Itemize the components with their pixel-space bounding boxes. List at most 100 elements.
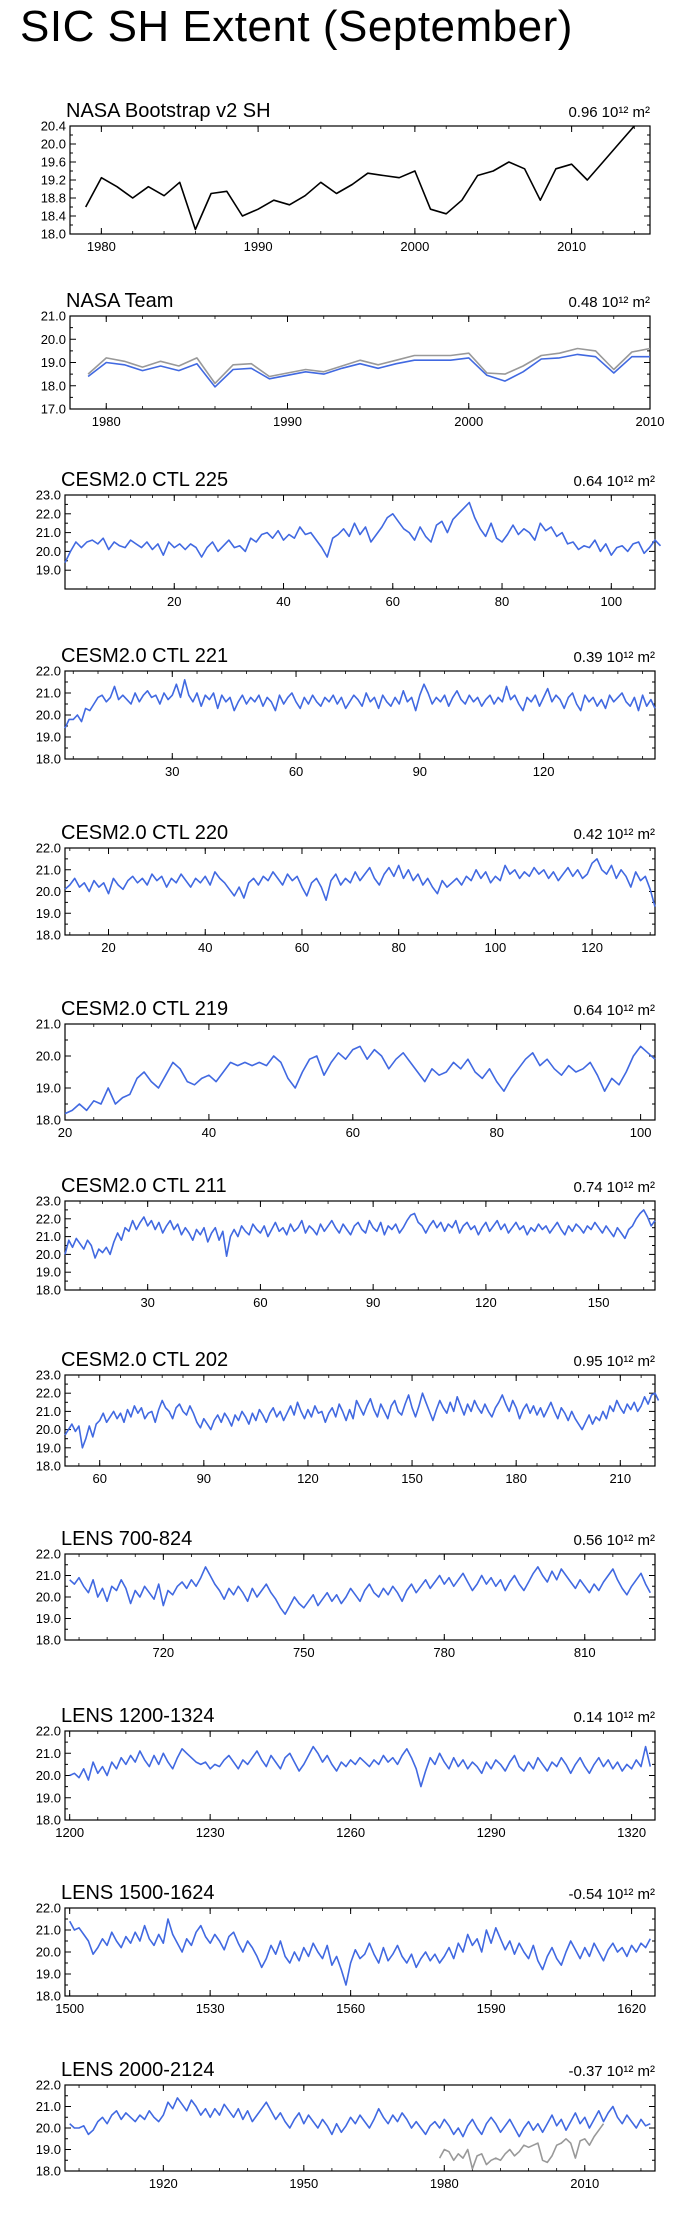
y-tick-label: 22.0 [36, 1724, 61, 1739]
y-tick-label: 21.0 [41, 309, 66, 324]
x-tick-label: 90 [366, 1295, 380, 1310]
trend-unit: 10¹² m² [607, 1886, 655, 1903]
x-tick-label: 1260 [336, 1825, 365, 1840]
x-tick-label: 80 [495, 594, 509, 609]
trend-label: 0.64 10¹² m² [573, 1002, 655, 1019]
trend-value: 0.14 [573, 1709, 602, 1726]
y-tick-label: 19.0 [36, 2142, 61, 2157]
y-tick-label: 20.0 [36, 708, 61, 723]
chart-panel-2: NASA Team 0.48 10¹² m² 17.0 18.0 19.0 20.0 21.0… [41, 290, 665, 429]
trend-unit: 10¹² m² [607, 1353, 655, 1370]
x-tick-label: 20 [101, 940, 115, 955]
y-tick-label: 20.4 [41, 119, 66, 134]
y-tick-label: 18.0 [41, 378, 66, 393]
x-tick-label: 1590 [477, 2001, 506, 2016]
x-tick-label: 80 [391, 940, 405, 955]
chart-title: CESM2.0 CTL 221 [61, 645, 228, 667]
trend-label: 0.39 10¹² m² [573, 649, 655, 666]
trend-unit: 10¹² m² [607, 826, 655, 843]
y-tick-label: 22.0 [36, 1386, 61, 1401]
chart-panel-11: LENS 1500-1624 -0.54 10¹² m² 18.0 19.0 20.0 21… [36, 1882, 656, 2016]
y-tick-label: 20.0 [41, 137, 66, 152]
chart-title: CESM2.0 CTL 225 [61, 469, 228, 491]
x-tick-label: 1230 [196, 1825, 225, 1840]
y-tick-label: 21.0 [36, 1568, 61, 1583]
x-tick-label: 150 [588, 1295, 610, 1310]
series-line-2 [438, 2123, 605, 2170]
trend-value: 0.64 [573, 1002, 602, 1019]
y-tick-label: 22.0 [36, 1547, 61, 1562]
y-tick-label: 21.0 [36, 1229, 61, 1244]
x-tick-label: 1980 [92, 414, 121, 429]
y-tick-label: 21.0 [36, 686, 61, 701]
trend-unit: 10¹² m² [602, 104, 650, 121]
x-tick-label: 1980 [87, 239, 116, 254]
plot-frame [64, 1374, 656, 1467]
x-tick-label: 60 [346, 1125, 360, 1140]
chart-panel-5: CESM2.0 CTL 220 0.42 10¹² m² 18.0 19.0 20.0 21… [36, 822, 656, 955]
trend-unit: 10¹² m² [607, 473, 655, 490]
chart-panel-1: NASA Bootstrap v2 SH 0.96 10¹² m² 18.0 18.4 1… [41, 100, 651, 254]
y-tick-label: 23.0 [36, 1194, 61, 1209]
x-tick-label: 60 [253, 1295, 267, 1310]
x-tick-label: 780 [433, 1645, 455, 1660]
plot-frame [64, 1553, 656, 1641]
y-tick-label: 19.2 [41, 173, 66, 188]
y-tick-label: 22.0 [36, 2078, 61, 2093]
trend-value: 0.42 [573, 826, 602, 843]
x-tick-label: 2000 [400, 239, 429, 254]
chart-title: LENS 2000-2124 [61, 2059, 214, 2081]
y-tick-label: 18.0 [36, 1813, 61, 1828]
y-tick-label: 19.0 [36, 1081, 61, 1096]
series-line-1 [64, 1209, 656, 1259]
x-tick-label: 60 [92, 1471, 106, 1486]
x-tick-label: 120 [533, 764, 555, 779]
y-tick-label: 20.0 [36, 1945, 61, 1960]
plot-frame [64, 1730, 656, 1821]
chart-panel-10: LENS 1200-1324 0.14 10¹² m² 18.0 19.0 20.0 21.… [36, 1705, 656, 1840]
y-tick-label: 19.0 [36, 1967, 61, 1982]
y-tick-label: 21.0 [36, 862, 61, 877]
trend-value: 0.56 [573, 1532, 602, 1549]
trend-unit: 10¹² m² [607, 1179, 655, 1196]
y-tick-label: 18.0 [36, 1113, 61, 1128]
trend-label: 0.56 10¹² m² [573, 1532, 655, 1549]
page-title: SIC SH Extent (September) [20, 2, 573, 51]
y-tick-label: 19.0 [41, 355, 66, 370]
x-tick-label: 1620 [617, 2001, 646, 2016]
x-tick-label: 40 [198, 940, 212, 955]
y-tick-label: 21.0 [36, 525, 61, 540]
trend-unit: 10¹² m² [607, 649, 655, 666]
y-tick-label: 19.0 [36, 1440, 61, 1455]
trend-unit: 10¹² m² [607, 1532, 655, 1549]
x-tick-label: 1500 [55, 2001, 84, 2016]
x-tick-label: 180 [505, 1471, 527, 1486]
chart-panel-6: CESM2.0 CTL 219 0.64 10¹² m² 18.0 19.0 20.0 21… [36, 998, 656, 1140]
chart-panel-7: CESM2.0 CTL 211 0.74 10¹² m² 18.0 19.0 20.0 21… [36, 1175, 656, 1310]
y-tick-label: 21.0 [36, 1746, 61, 1761]
chart-title: NASA Bootstrap v2 SH [66, 100, 271, 122]
x-tick-label: 30 [140, 1295, 154, 1310]
y-tick-label: 18.8 [41, 191, 66, 206]
x-tick-label: 1990 [244, 239, 273, 254]
trend-label: 0.14 10¹² m² [573, 1709, 655, 1726]
x-tick-label: 100 [630, 1125, 652, 1140]
series-line-2 [87, 353, 650, 388]
x-tick-label: 1530 [196, 2001, 225, 2016]
series-line-1 [64, 1045, 656, 1115]
y-tick-label: 22.0 [36, 506, 61, 521]
x-tick-label: 1980 [430, 2176, 459, 2191]
chart-title: CESM2.0 CTL 202 [61, 1349, 228, 1371]
y-tick-label: 21.0 [36, 1017, 61, 1032]
trend-label: 0.74 10¹² m² [573, 1179, 655, 1196]
y-tick-label: 18.0 [36, 1989, 61, 2004]
plot-frame [64, 1200, 656, 1291]
x-tick-label: 100 [600, 594, 622, 609]
chart-title: LENS 1500-1624 [61, 1882, 214, 1904]
trend-label: 0.64 10¹² m² [573, 473, 655, 490]
y-tick-label: 19.0 [36, 563, 61, 578]
chart-title: CESM2.0 CTL 220 [61, 822, 228, 844]
y-tick-label: 22.0 [36, 1901, 61, 1916]
y-tick-label: 23.0 [36, 1368, 61, 1383]
